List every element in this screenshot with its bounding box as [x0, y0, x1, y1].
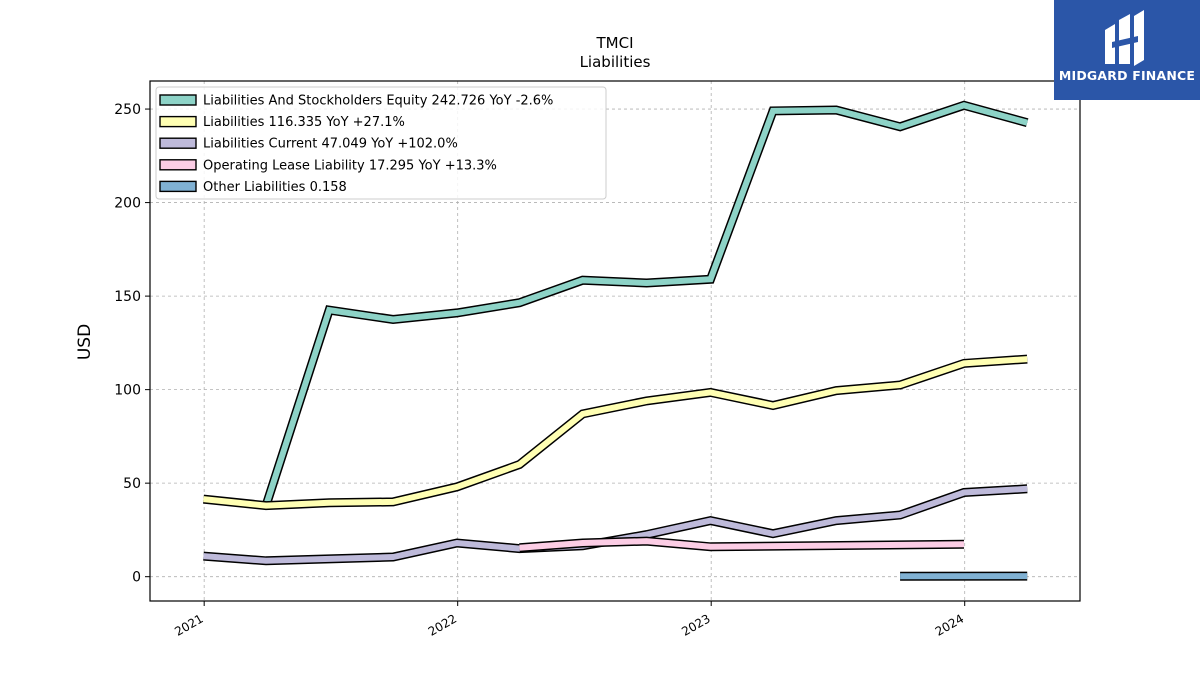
legend-entry: Other Liabilities 0.158	[159, 180, 347, 195]
y-tick-label: 200	[114, 196, 141, 212]
y-tick-label: 100	[114, 383, 141, 399]
x-tick-label: 2022	[426, 611, 459, 638]
legend-swatch	[159, 180, 197, 193]
series-line	[203, 356, 1028, 509]
midgard-logo-icon	[1105, 10, 1144, 66]
legend-entry: Liabilities And Stockholders Equity 242.…	[159, 94, 553, 109]
legend-label: Liabilities 116.335 YoY +27.1%	[203, 115, 405, 130]
brand-name: MIDGARD FINANCE	[1058, 68, 1196, 83]
x-tick-label: 2024	[933, 611, 966, 638]
legend-swatch	[159, 94, 197, 106]
series-operating-lease-liability	[519, 536, 965, 553]
legend-entry: Liabilities 116.335 YoY +27.1%	[159, 115, 405, 130]
legend-swatch	[159, 137, 197, 149]
series-layer	[203, 100, 1029, 581]
y-tick-label: 250	[114, 102, 141, 118]
legend-swatch	[159, 115, 197, 128]
legend-box	[155, 86, 607, 200]
x-tick-label: 2023	[679, 611, 712, 638]
chart-title: TMCI	[595, 34, 633, 52]
legend-label: Liabilities And Stockholders Equity 242.…	[203, 94, 553, 109]
chart-subtitle: Liabilities	[580, 53, 651, 71]
y-tick-label: 0	[132, 570, 141, 586]
series-line	[263, 102, 1028, 507]
legend-swatch	[159, 159, 197, 171]
y-tick-label: 150	[114, 289, 141, 305]
legend-entry: Operating Lease Liability 17.295 YoY +13…	[159, 158, 497, 173]
brand-logo: MIDGARD FINANCE	[1054, 0, 1200, 100]
series-line	[519, 538, 965, 551]
series-liabilities	[203, 354, 1028, 511]
legend-label: Other Liabilities 0.158	[203, 180, 347, 195]
legend-entry: Liabilities Current 47.049 YoY +102.0%	[159, 137, 458, 152]
legend-label: Operating Lease Liability 17.295 YoY +13…	[203, 158, 497, 173]
series-liabilities-and-stockholders-equity	[261, 100, 1029, 507]
legend: Liabilities And Stockholders Equity 242.…	[155, 86, 607, 200]
y-axis-label: USD	[75, 324, 95, 360]
plot-frame	[149, 80, 1081, 602]
x-tick-label: 2021	[172, 611, 205, 638]
y-tick-label: 50	[123, 476, 141, 492]
legend-label: Liabilities Current 47.049 YoY +102.0%	[203, 137, 458, 152]
